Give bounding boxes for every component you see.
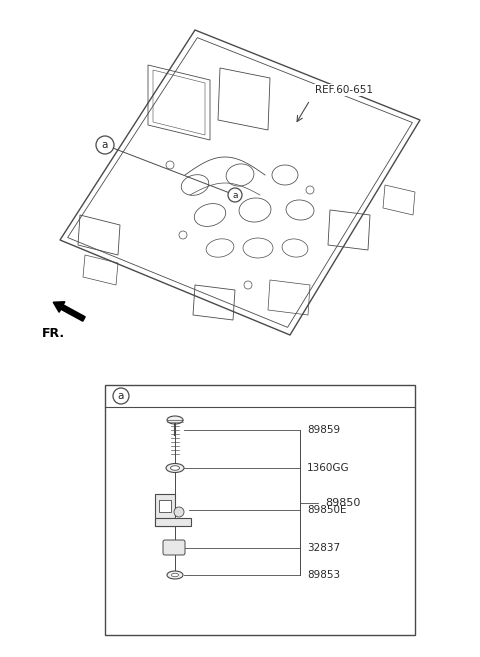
Ellipse shape — [166, 463, 184, 472]
Bar — [155, 518, 191, 526]
Ellipse shape — [174, 507, 184, 517]
Text: 1360GG: 1360GG — [307, 463, 349, 473]
Circle shape — [113, 388, 129, 404]
Circle shape — [228, 188, 242, 202]
Bar — [159, 500, 171, 512]
Text: 89850: 89850 — [325, 497, 360, 507]
Text: a: a — [102, 140, 108, 150]
Text: 89850E: 89850E — [307, 505, 347, 515]
FancyArrow shape — [53, 302, 85, 321]
Ellipse shape — [170, 466, 180, 470]
Text: 89853: 89853 — [307, 570, 340, 580]
Circle shape — [96, 136, 114, 154]
Bar — [155, 494, 175, 526]
Text: 89859: 89859 — [307, 425, 340, 435]
Text: a: a — [118, 391, 124, 401]
Ellipse shape — [167, 571, 183, 579]
Ellipse shape — [171, 574, 179, 577]
Text: FR.: FR. — [42, 327, 65, 340]
FancyBboxPatch shape — [163, 540, 185, 555]
Text: 32837: 32837 — [307, 543, 340, 553]
Ellipse shape — [167, 416, 183, 424]
Text: REF.60-651: REF.60-651 — [315, 85, 373, 95]
Text: a: a — [232, 191, 238, 200]
Bar — [105, 385, 415, 635]
